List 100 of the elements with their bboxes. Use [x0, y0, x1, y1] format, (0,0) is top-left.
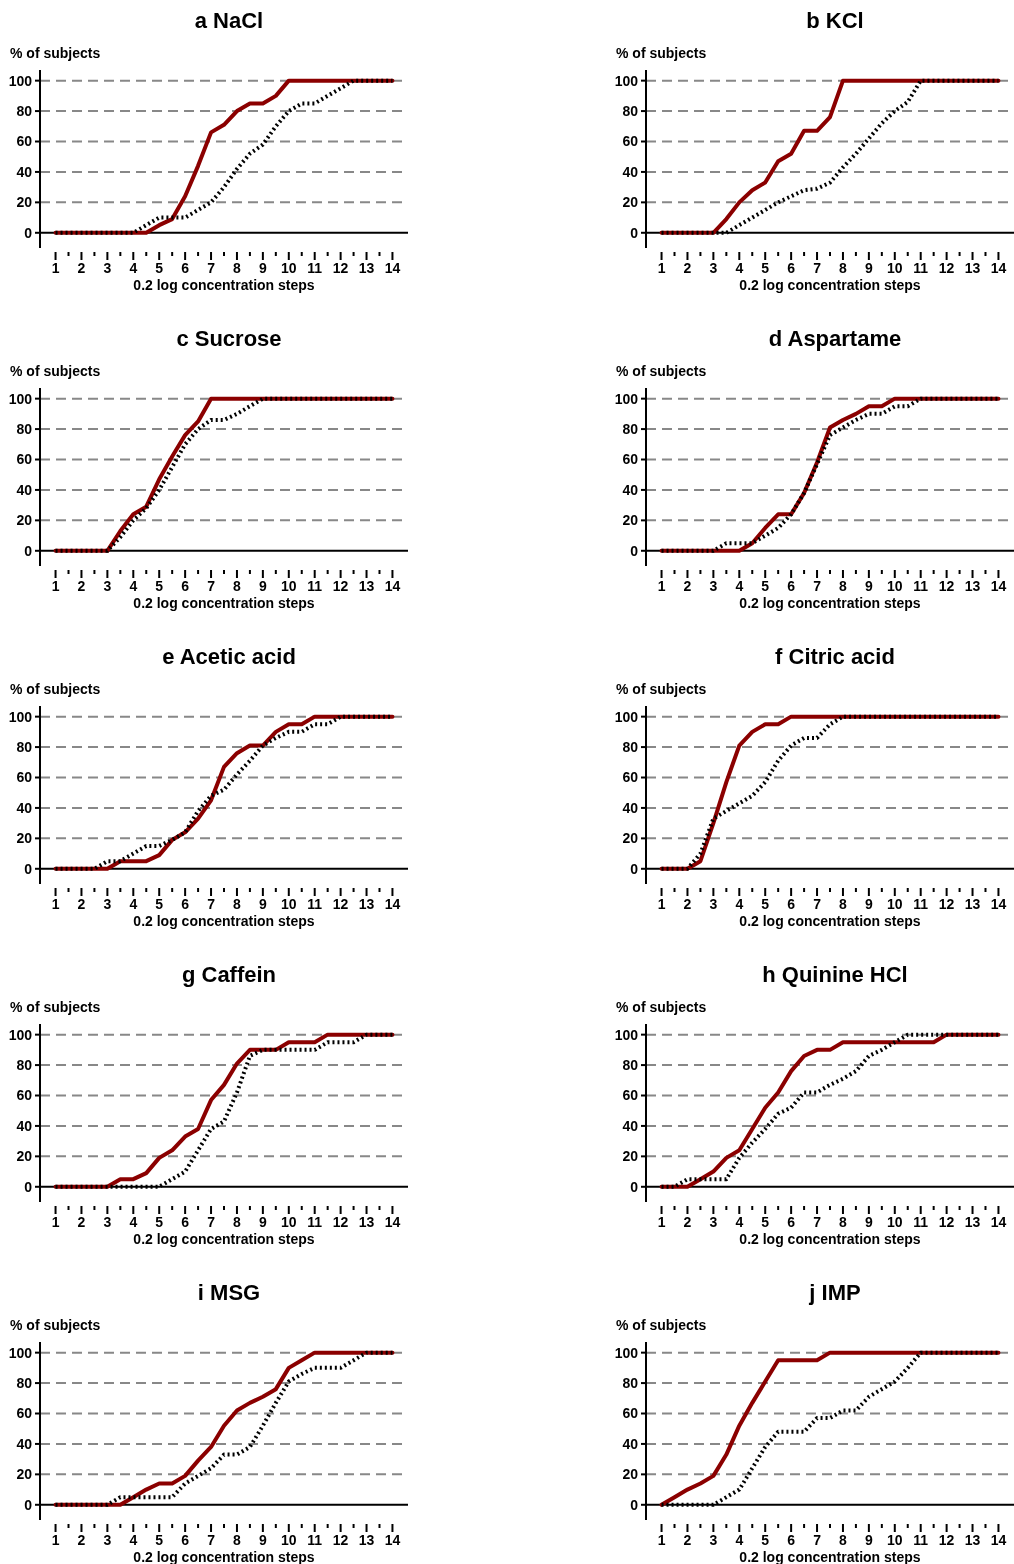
x-tick-label: 5 [761, 260, 770, 276]
x-tick-label: 7 [813, 260, 822, 276]
x-tick-label: 9 [258, 260, 267, 276]
y-tick-label: 20 [16, 1148, 33, 1165]
x-axis-title: 0.2 log concentration steps [133, 913, 315, 929]
x-tick-label: 8 [233, 578, 242, 594]
y-tick-label: 20 [16, 512, 33, 529]
x-tick-label: 14 [990, 260, 1007, 276]
y-tick-label: 40 [622, 163, 639, 180]
x-tick-label: 13 [358, 578, 375, 594]
x-tick-label: 3 [103, 1214, 112, 1230]
x-tick-label: 9 [864, 896, 873, 912]
x-tick-label: 5 [761, 896, 770, 912]
x-tick-label: 7 [813, 578, 822, 594]
x-tick-label: 3 [709, 578, 718, 594]
y-tick-label: 60 [16, 769, 33, 786]
x-tick-label: 12 [938, 578, 955, 594]
x-tick-label: 13 [964, 896, 981, 912]
x-tick-label: 2 [683, 1532, 692, 1548]
x-tick-label: 5 [761, 1214, 770, 1230]
x-tick-label: 11 [913, 1532, 929, 1548]
y-tick-label: 0 [630, 1496, 639, 1513]
x-axis-title: 0.2 log concentration steps [133, 1231, 315, 1247]
x-tick-label: 1 [657, 1214, 666, 1230]
chart-title: b KCl [806, 8, 864, 33]
x-axis-title: 0.2 log concentration steps [739, 1231, 921, 1247]
x-tick-label: 6 [787, 260, 796, 276]
x-tick-label: 2 [683, 260, 692, 276]
y-tick-label: 60 [622, 1405, 639, 1422]
x-tick-label: 12 [938, 260, 955, 276]
x-tick-label: 7 [813, 1214, 822, 1230]
x-tick-label: 14 [384, 1214, 401, 1230]
x-tick-label: 8 [839, 896, 848, 912]
chart-title: h Quinine HCl [762, 962, 908, 987]
y-tick-label: 80 [622, 102, 639, 119]
y-tick-label: 40 [16, 1435, 33, 1452]
x-tick-label: 6 [787, 578, 796, 594]
x-tick-label: 4 [129, 1214, 138, 1230]
x-tick-label: 3 [103, 260, 112, 276]
x-tick-label: 12 [332, 896, 349, 912]
x-tick-label: 12 [332, 260, 349, 276]
x-tick-label: 9 [258, 896, 267, 912]
x-tick-label: 13 [964, 1532, 981, 1548]
x-tick-label: 6 [787, 1532, 796, 1548]
x-tick-label: 8 [233, 1532, 242, 1548]
x-tick-label: 3 [103, 896, 112, 912]
x-axis-title: 0.2 log concentration steps [739, 1549, 921, 1564]
y-tick-label: 100 [8, 1344, 33, 1361]
y-axis-title: % of subjects [10, 363, 101, 379]
x-tick-label: 14 [384, 260, 401, 276]
x-tick-label: 10 [887, 896, 903, 912]
x-tick-label: 7 [813, 896, 822, 912]
y-tick-label: 40 [16, 163, 33, 180]
x-tick-label: 8 [233, 260, 242, 276]
x-tick-label: 5 [761, 1532, 770, 1548]
chart-title: g Caffein [181, 962, 277, 987]
x-tick-label: 14 [990, 578, 1007, 594]
x-tick-label: 13 [964, 578, 981, 594]
x-tick-label: 10 [887, 578, 903, 594]
x-axis-title: 0.2 log concentration steps [133, 595, 315, 611]
x-tick-label: 11 [913, 578, 929, 594]
x-tick-label: 10 [281, 896, 297, 912]
x-tick-label: 6 [787, 1214, 796, 1230]
x-tick-label: 8 [839, 578, 848, 594]
y-tick-label: 0 [24, 860, 33, 877]
y-tick-label: 0 [24, 224, 33, 241]
chart-title: i MSG [197, 1280, 261, 1305]
y-tick-label: 20 [622, 1466, 639, 1483]
y-tick-label: 80 [622, 420, 639, 437]
x-tick-label: 4 [129, 578, 138, 594]
y-axis-title: % of subjects [10, 45, 101, 61]
x-tick-label: 9 [864, 578, 873, 594]
chart-title: c Sucrose [176, 326, 282, 351]
y-tick-label: 100 [8, 708, 33, 725]
x-tick-label: 14 [384, 578, 401, 594]
x-tick-label: 9 [258, 1214, 267, 1230]
x-axis-title: 0.2 log concentration steps [739, 277, 921, 293]
x-tick-label: 6 [181, 1532, 190, 1548]
y-axis-title: % of subjects [10, 1317, 101, 1333]
x-tick-label: 3 [709, 260, 718, 276]
x-tick-label: 3 [103, 578, 112, 594]
x-tick-label: 9 [864, 1532, 873, 1548]
x-tick-label: 11 [913, 1214, 929, 1230]
x-tick-label: 1 [657, 1532, 666, 1548]
y-tick-label: 20 [622, 830, 639, 847]
x-tick-label: 6 [787, 896, 796, 912]
y-tick-label: 20 [16, 194, 33, 211]
y-tick-label: 40 [16, 1117, 33, 1134]
x-tick-label: 7 [207, 260, 216, 276]
y-tick-label: 80 [622, 738, 639, 755]
y-tick-label: 40 [622, 799, 639, 816]
x-tick-label: 2 [77, 578, 86, 594]
x-tick-label: 2 [77, 1532, 86, 1548]
y-tick-label: 0 [630, 1178, 639, 1195]
y-tick-label: 40 [16, 799, 33, 816]
y-tick-label: 100 [614, 390, 639, 407]
x-tick-label: 8 [233, 896, 242, 912]
x-tick-label: 5 [155, 260, 164, 276]
x-tick-label: 11 [307, 1532, 323, 1548]
y-tick-label: 100 [8, 72, 33, 89]
